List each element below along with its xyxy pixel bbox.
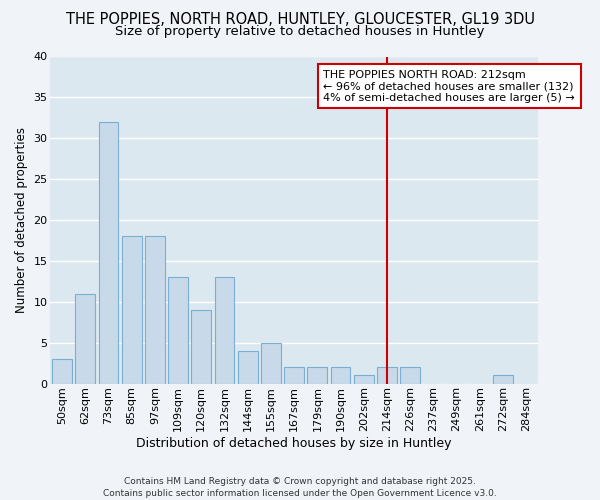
Bar <box>377 367 397 384</box>
Bar <box>261 342 281 384</box>
Bar <box>98 122 118 384</box>
Bar <box>307 367 327 384</box>
Bar <box>284 367 304 384</box>
Bar <box>122 236 142 384</box>
Text: THE POPPIES, NORTH ROAD, HUNTLEY, GLOUCESTER, GL19 3DU: THE POPPIES, NORTH ROAD, HUNTLEY, GLOUCE… <box>65 12 535 28</box>
Bar <box>191 310 211 384</box>
Bar <box>168 278 188 384</box>
Text: THE POPPIES NORTH ROAD: 212sqm
← 96% of detached houses are smaller (132)
4% of : THE POPPIES NORTH ROAD: 212sqm ← 96% of … <box>323 70 575 103</box>
Text: Contains HM Land Registry data © Crown copyright and database right 2025.
Contai: Contains HM Land Registry data © Crown c… <box>103 476 497 498</box>
Text: Size of property relative to detached houses in Huntley: Size of property relative to detached ho… <box>115 25 485 38</box>
Y-axis label: Number of detached properties: Number of detached properties <box>15 127 28 313</box>
X-axis label: Distribution of detached houses by size in Huntley: Distribution of detached houses by size … <box>136 437 452 450</box>
Bar <box>400 367 420 384</box>
Bar <box>331 367 350 384</box>
Bar <box>354 376 374 384</box>
Bar <box>52 359 72 384</box>
Bar <box>145 236 165 384</box>
Bar <box>215 278 235 384</box>
Bar <box>238 351 257 384</box>
Bar <box>493 376 513 384</box>
Bar <box>76 294 95 384</box>
